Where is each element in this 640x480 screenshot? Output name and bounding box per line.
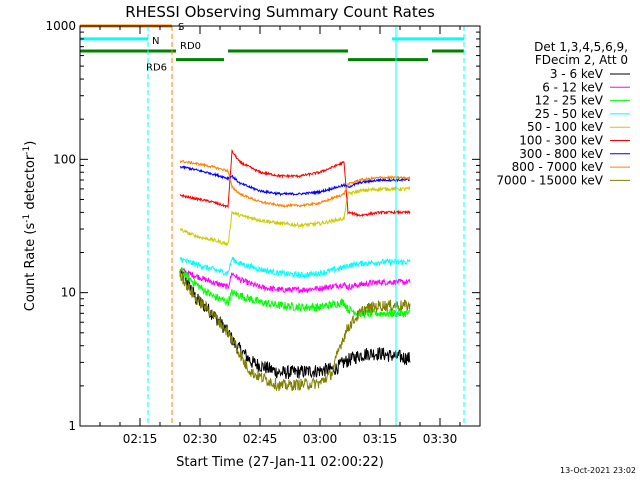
series-line-2 bbox=[179, 267, 411, 319]
legend-entry-label: 7000 - 15000 keV bbox=[496, 173, 603, 187]
series-line-1 bbox=[179, 266, 411, 294]
legend-entry-label: 100 - 300 keV bbox=[519, 134, 603, 148]
legend-entry-label: 800 - 7000 keV bbox=[512, 160, 604, 174]
x-tick-label: 03:15 bbox=[363, 432, 398, 446]
y-tick-label: 1 bbox=[68, 419, 76, 433]
legend-entry-label: 300 - 800 keV bbox=[519, 147, 603, 161]
y-tick-label: 1000 bbox=[45, 19, 76, 33]
x-tick-label: 03:30 bbox=[423, 432, 458, 446]
plot-frame bbox=[79, 25, 481, 427]
flag-bars-layer bbox=[80, 24, 464, 62]
series-line-5 bbox=[179, 149, 411, 218]
y-axis-label: Count Rate (s-1 detector-1) bbox=[22, 141, 38, 312]
legend-entry-label: 25 - 50 keV bbox=[535, 107, 604, 121]
legend-entry-label: 6 - 12 keV bbox=[542, 80, 604, 94]
axes-layer: 02:15 02:30 02:45 03:00 03:15 03:30 1 10 100 1000 bbox=[45, 19, 480, 446]
legend-entry-label: 12 - 25 keV bbox=[535, 94, 604, 108]
flag-label-rd6: RD6 bbox=[146, 63, 167, 74]
x-axis-label: Start Time (27-Jan-11 02:00:22) bbox=[176, 455, 384, 470]
series-line-6 bbox=[179, 165, 411, 197]
y-tick-label: 10 bbox=[61, 286, 76, 300]
y-tick-label: 100 bbox=[53, 152, 76, 166]
legend-entry-label: 50 - 100 keV bbox=[527, 120, 604, 134]
x-tick-label: 02:30 bbox=[183, 432, 218, 446]
x-tick-label: 03:00 bbox=[303, 432, 338, 446]
series-line-8 bbox=[179, 269, 411, 392]
date-stamp: 13-Oct-2021 23:02 bbox=[560, 466, 636, 475]
flag-label-n: N bbox=[152, 36, 159, 47]
flag-label-s: S bbox=[178, 22, 184, 33]
series-line-3 bbox=[179, 256, 411, 280]
series-line-7 bbox=[179, 159, 411, 208]
series-line-4 bbox=[179, 185, 411, 247]
flag-label-rd0: RD0 bbox=[180, 41, 201, 52]
legend-header-line-1: Det 1,3,4,5,6,9, bbox=[534, 40, 628, 54]
legend-header-line-2: FDecim 2, Att 0 bbox=[535, 53, 628, 67]
legend: Det 1,3,4,5,6,9, FDecim 2, Att 0 3 - 6 k… bbox=[496, 40, 630, 187]
legend-entry-label: 3 - 6 keV bbox=[550, 67, 604, 81]
x-tick-label: 02:45 bbox=[243, 432, 278, 446]
chart-title: RHESSI Observing Summary Count Rates bbox=[125, 3, 435, 21]
series-layer bbox=[179, 149, 411, 392]
x-tick-label: 02:15 bbox=[123, 432, 158, 446]
